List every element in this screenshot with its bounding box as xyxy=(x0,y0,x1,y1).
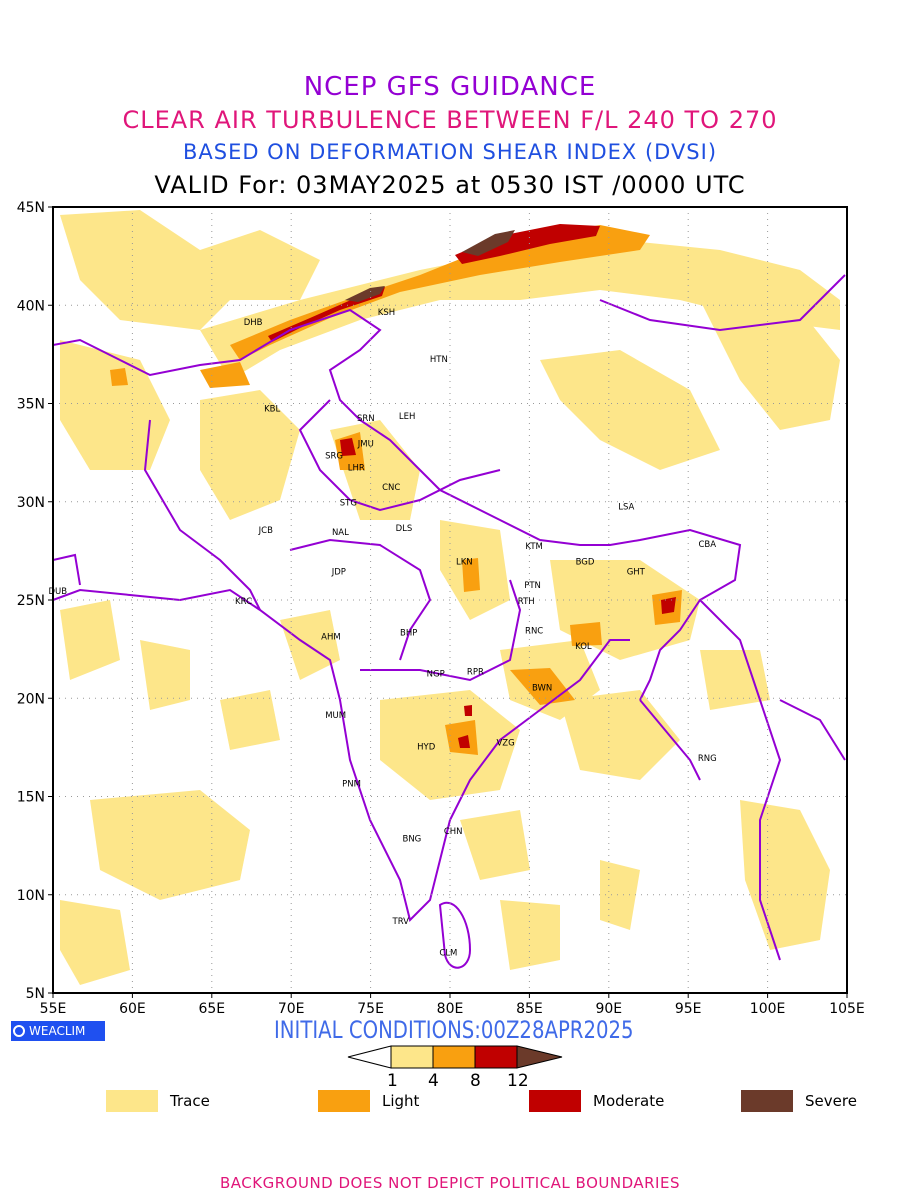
legend-swatch-trace xyxy=(106,1090,158,1112)
lon-tick-label: 70E xyxy=(278,1001,305,1017)
colorbar-high-arrow xyxy=(516,1045,563,1069)
city-label-rpr: RPR xyxy=(467,668,484,678)
city-label-cba: CBA xyxy=(698,540,716,550)
city-label-bgd: BGD xyxy=(576,558,595,568)
title-model: NCEP GFS GUIDANCE xyxy=(303,72,597,102)
city-label-rnc: RNC xyxy=(525,626,543,636)
lat-tick-label: 40N xyxy=(17,298,45,314)
legend-label-trace: Trace xyxy=(170,1092,210,1110)
city-label-ksh: KSH xyxy=(378,308,395,318)
axis-ticks: 55E 60E 65E 70E 75E 80E 85E 90E 95E 100E 105E 5N 10N… xyxy=(17,200,865,1017)
city-label-jmu: JMU xyxy=(357,440,374,450)
city-label-clm: CLM xyxy=(439,949,457,959)
city-label-bhp: BHP xyxy=(400,628,417,638)
city-label-ahm: AHM xyxy=(321,632,341,642)
city-label-kbl: KBL xyxy=(264,404,280,414)
lat-tick-label: 15N xyxy=(17,790,45,806)
lat-tick-label: 25N xyxy=(17,593,45,609)
grid-lines xyxy=(53,207,847,993)
legend-swatch-light xyxy=(318,1090,370,1112)
lon-tick-label: 55E xyxy=(40,1001,67,1017)
legend-label-moderate: Moderate xyxy=(593,1092,665,1110)
legend-label-severe: Severe xyxy=(805,1092,857,1110)
city-label-hyd: HYD xyxy=(417,742,436,752)
city-label-ptn: PTN xyxy=(524,581,541,591)
city-label-bwn: BWN xyxy=(532,683,552,693)
legend-severe: Severe xyxy=(741,1090,857,1112)
legend-trace: Trace xyxy=(106,1090,210,1112)
city-label-stg: STG xyxy=(340,499,357,509)
city-label-krc: KRC xyxy=(235,597,252,607)
colorbar-level-12: 12 xyxy=(507,1071,529,1091)
city-label-nal: NAL xyxy=(332,528,349,538)
city-label-pnm: PNM xyxy=(342,780,361,790)
legend-moderate: Moderate xyxy=(529,1090,664,1112)
lat-tick-label: 45N xyxy=(17,200,45,216)
city-label-srn: SRN xyxy=(357,414,375,424)
lon-tick-label: 60E xyxy=(119,1001,146,1017)
city-label-jcb: JCB xyxy=(258,526,273,536)
legend-swatch-severe xyxy=(741,1090,793,1112)
city-label-dhb: DHB xyxy=(244,318,263,328)
city-label-trv: TRV xyxy=(392,917,410,927)
lat-tick-label: 30N xyxy=(17,495,45,511)
legend-light: Light xyxy=(318,1090,419,1112)
title-valid-time: VALID For: 03MAY2025 at 0530 IST /0000 U… xyxy=(154,171,746,199)
colorbar-low-arrow xyxy=(347,1045,392,1069)
city-label-dub: DUB xyxy=(48,587,67,597)
lon-tick-label: 85E xyxy=(516,1001,543,1017)
city-labels: DHB KSH HTN KBL SRN LEH JMU SRG LHR CNC LSA STG JCB N… xyxy=(48,308,716,959)
city-label-srg: SRG xyxy=(325,452,343,462)
city-label-vzg: VZG xyxy=(496,738,514,748)
colorbar-level-8: 8 xyxy=(470,1071,481,1091)
colorbar-cell-trace xyxy=(390,1045,434,1069)
lon-tick-label: 90E xyxy=(595,1001,622,1017)
city-label-lsa: LSA xyxy=(618,503,634,513)
colorbar xyxy=(347,1045,563,1069)
city-label-rng: RNG xyxy=(698,754,717,764)
city-label-bng: BNG xyxy=(402,835,421,845)
city-label-rth: RTH xyxy=(518,597,535,607)
lon-tick-label: 100E xyxy=(750,1001,786,1017)
lon-tick-label: 95E xyxy=(675,1001,702,1017)
lat-tick-label: 35N xyxy=(17,397,45,413)
city-label-ght: GHT xyxy=(627,567,646,577)
lon-tick-label: 105E xyxy=(829,1001,865,1017)
city-label-dls: DLS xyxy=(396,524,413,534)
city-label-lhr: LHR xyxy=(348,463,365,473)
lon-tick-label: 80E xyxy=(437,1001,464,1017)
city-label-htn: HTN xyxy=(430,355,448,365)
lon-tick-label: 65E xyxy=(198,1001,225,1017)
legend-label-light: Light xyxy=(382,1092,420,1110)
logo-icon xyxy=(13,1025,25,1037)
city-label-lkn: LKN xyxy=(456,558,473,568)
initial-conditions: INITIAL CONDITIONS:00Z28APR2025 xyxy=(274,1016,634,1044)
logo-text: WEACLIM xyxy=(29,1024,86,1038)
colorbar-cell-light xyxy=(432,1045,476,1069)
city-label-chn: CHN xyxy=(444,827,463,837)
colorbar-cell-moderate xyxy=(474,1045,518,1069)
title-product: CLEAR AIR TURBULENCE BETWEEN F/L 240 TO … xyxy=(122,106,778,134)
colorbar-level-4: 4 xyxy=(428,1071,439,1091)
severe-areas xyxy=(345,230,515,302)
city-label-leh: LEH xyxy=(399,412,416,422)
lat-tick-label: 5N xyxy=(26,986,45,1002)
weaclim-logo: WEACLIM xyxy=(11,1021,105,1041)
city-label-cnc: CNC xyxy=(382,483,400,493)
city-label-ngp: NGP xyxy=(427,670,445,680)
city-label-mum: MUM xyxy=(325,711,346,721)
colorbar-level-1: 1 xyxy=(387,1071,398,1091)
city-label-ktm: KTM xyxy=(525,542,542,552)
footer-disclaimer: BACKGROUND DOES NOT DEPICT POLITICAL BOU… xyxy=(220,1174,680,1192)
city-label-jdp: JDP xyxy=(331,567,346,577)
legend-swatch-moderate xyxy=(529,1090,581,1112)
lat-tick-label: 10N xyxy=(17,888,45,904)
lat-tick-label: 20N xyxy=(17,691,45,707)
lon-tick-label: 75E xyxy=(357,1001,384,1017)
title-method: BASED ON DEFORMATION SHEAR INDEX (DVSI) xyxy=(182,140,718,164)
city-label-kol: KOL xyxy=(575,642,592,652)
turbulence-shading xyxy=(60,210,840,985)
